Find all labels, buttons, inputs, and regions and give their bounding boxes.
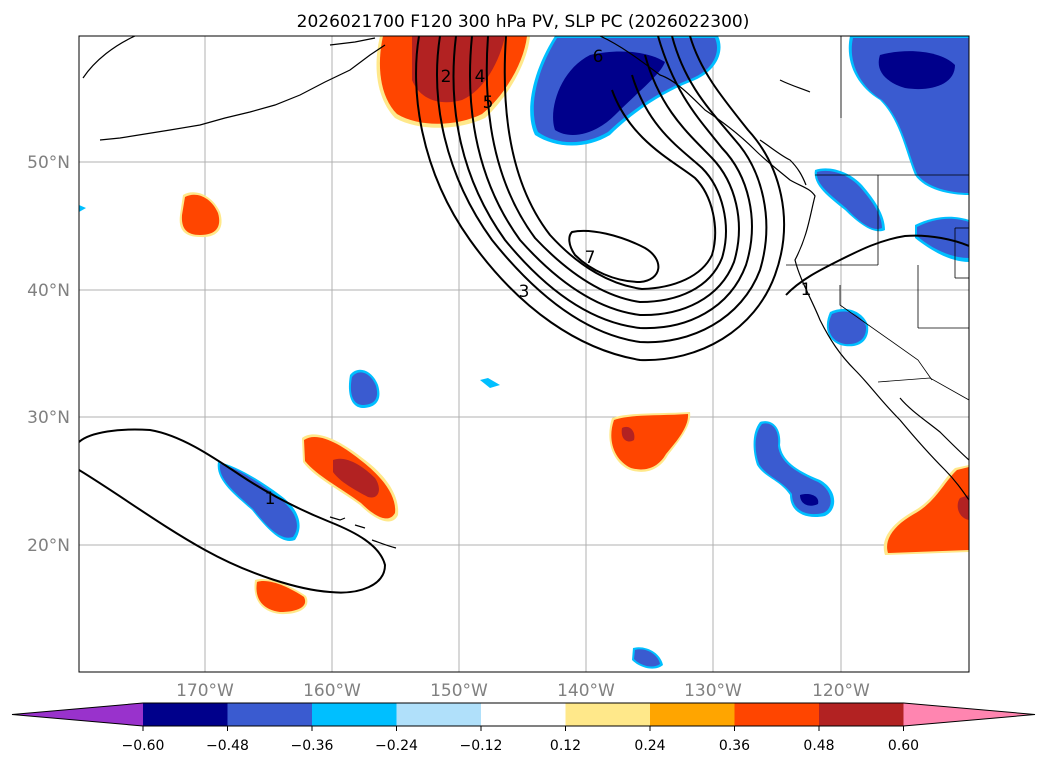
colorbar-tick-label: −0.12 [460,738,503,754]
pv-negative-anomalies [79,36,969,669]
contour-label: 6 [593,47,604,67]
slp-contour-inner [568,229,660,284]
colorbar-segment [819,703,904,726]
colorbar-segment [227,703,313,726]
slp-contour-labels: 2 4 5 6 7 3 1 1 [265,47,812,509]
colorbar-segment [396,703,482,726]
lat-label: 40°N [27,281,70,301]
lat-label: 50°N [27,153,70,173]
colorbar-tick-label: −0.48 [206,738,249,754]
california-nevada-border [839,285,933,381]
colorbar-tick-label: 0.48 [803,738,834,754]
lon-label: 170°W [176,681,234,701]
north-america-coast [599,36,969,501]
map-background [79,36,969,672]
latitude-labels: 50°N 40°N 30°N 20°N [27,153,70,556]
slp-contour-east [785,234,969,296]
political-borders [786,36,969,401]
colorbar-tick-label: 0.24 [634,738,665,754]
colorbar-tick-label: −0.24 [375,738,418,754]
figure-title: 2026021700 F120 300 hPa PV, SLP PC (2026… [297,12,750,32]
lon-label: 140°W [557,681,615,701]
contour-label: 4 [475,67,486,87]
colorbar-segment [565,703,651,726]
lon-label: 150°W [430,681,488,701]
colorbar-tick-label: 0.36 [719,738,750,754]
lon-label: 130°W [684,681,742,701]
colorbar-tick-label: −0.60 [122,738,165,754]
colorbar: −0.60 −0.48 −0.36 −0.24 −0.12 0.12 0.24 0.36 0.4… [11,702,1036,754]
slp-contours [79,36,969,594]
lat-label: 30°N [27,408,70,428]
map-frame [78,35,970,673]
colorbar-segment [312,703,397,726]
lon-label: 160°W [303,681,361,701]
colorbar-extend-low [12,703,143,726]
colorbar-tick-label: 0.60 [888,738,919,754]
slp-contour-southwest [79,428,387,594]
contour-label: 1 [265,489,276,509]
contour-label: 2 [441,67,452,87]
colorbar-segment [650,703,735,726]
aleutian-coast [99,44,386,141]
colorbar-segment [143,703,228,726]
colorbar-tick-label: −0.36 [291,738,334,754]
contour-label: 3 [519,282,530,302]
colorbar-segment [734,703,820,726]
us-mexico-border [877,377,969,401]
map-panel: 2 4 5 6 7 3 1 1 [78,35,970,673]
graticule [79,36,969,672]
longitude-labels: 170°W 160°W 150°W 140°W 130°W 120°W [176,681,870,701]
contour-label: 7 [585,248,596,268]
gulf-of-california-coast [899,397,969,461]
slp-contour-outer [415,36,786,362]
colorbar-segment [481,703,566,726]
contour-label: 1 [801,280,812,300]
lon-label: 120°W [812,681,870,701]
coastlines [82,36,969,549]
hawaii-islands [371,539,397,549]
lat-label: 20°N [27,536,70,556]
colorbar-tick-label: 0.12 [550,738,581,754]
colorbar-extend-high [903,703,1035,726]
contour-label: 5 [483,93,494,113]
